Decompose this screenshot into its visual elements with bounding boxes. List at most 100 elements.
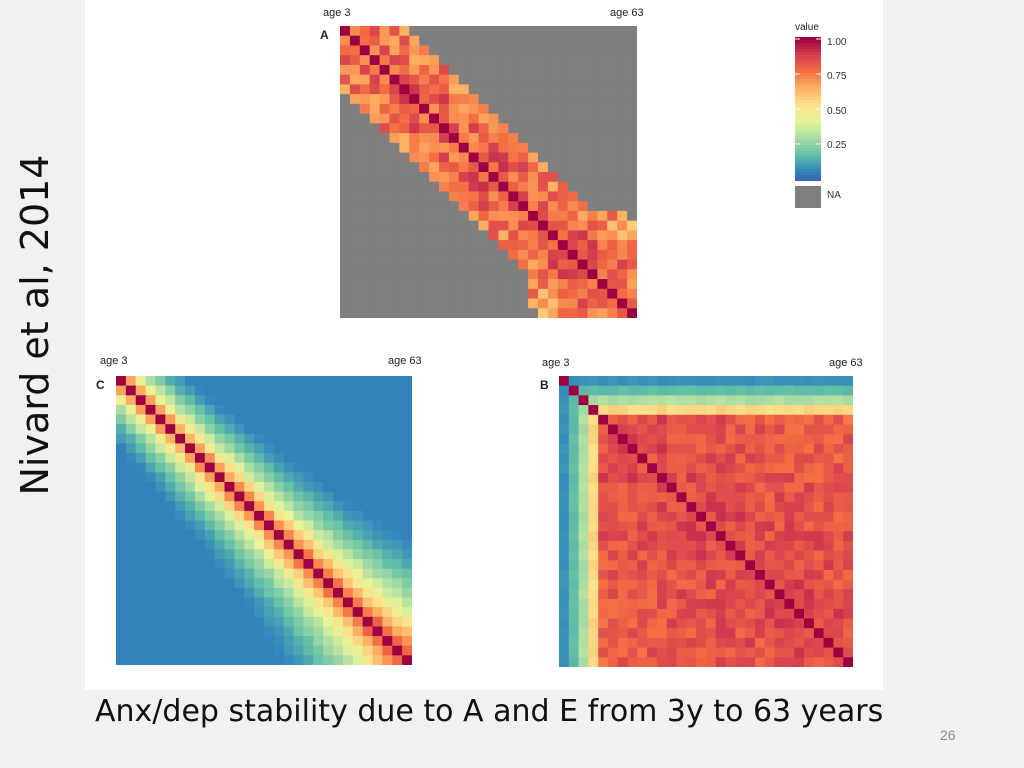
heatmap-cell bbox=[333, 433, 344, 445]
heatmap-cell bbox=[715, 385, 727, 396]
heatmap-cell bbox=[313, 655, 324, 665]
heatmap-cell bbox=[784, 376, 795, 387]
heatmap-cell bbox=[597, 269, 608, 280]
heatmap-cell bbox=[547, 249, 559, 261]
heatmap-cell bbox=[755, 608, 766, 620]
heatmap-cell bbox=[508, 172, 519, 183]
heatmap-cell bbox=[125, 443, 137, 454]
heatmap-cell bbox=[362, 453, 374, 464]
heatmap-cell bbox=[784, 511, 795, 523]
heatmap-cell bbox=[608, 521, 619, 532]
heatmap-cell bbox=[399, 103, 410, 115]
heatmap-cell bbox=[185, 481, 196, 493]
heatmap-cell bbox=[392, 626, 403, 637]
heatmap-cell bbox=[204, 472, 216, 483]
heatmap-cell bbox=[774, 414, 785, 426]
heatmap-cell bbox=[293, 501, 305, 512]
heatmap-cell bbox=[264, 472, 275, 483]
heatmap-cell bbox=[764, 521, 776, 532]
heatmap-cell bbox=[794, 657, 805, 667]
heatmap-cell bbox=[145, 549, 157, 560]
heatmap-cell bbox=[234, 568, 245, 579]
heatmap-cell bbox=[214, 462, 226, 473]
heatmap-cell bbox=[224, 530, 235, 541]
heatmap-cell bbox=[686, 492, 697, 503]
heatmap-cell bbox=[597, 74, 608, 85]
heatmap-cell bbox=[557, 113, 569, 124]
heatmap-cell bbox=[657, 405, 668, 416]
heatmap-cell bbox=[185, 539, 196, 550]
heatmap-cell bbox=[214, 414, 226, 425]
heatmap-cell bbox=[528, 142, 539, 154]
heatmap-cell bbox=[273, 636, 285, 647]
heatmap-cell bbox=[735, 482, 746, 493]
heatmap-cell bbox=[518, 74, 529, 85]
heatmap-cell bbox=[587, 133, 598, 144]
heatmap-cell bbox=[264, 655, 275, 665]
heatmap-cell bbox=[833, 434, 844, 445]
heatmap-cell bbox=[547, 123, 559, 134]
heatmap-cell bbox=[706, 463, 717, 474]
heatmap-cell bbox=[843, 434, 853, 445]
heatmap-cell bbox=[254, 376, 265, 387]
heatmap-cell bbox=[588, 376, 599, 387]
heatmap-cell bbox=[598, 560, 609, 571]
heatmap-cell bbox=[657, 599, 668, 610]
heatmap-cell bbox=[313, 616, 324, 628]
heatmap-cell bbox=[244, 520, 255, 531]
heatmap-cell bbox=[155, 559, 166, 570]
heatmap-cell bbox=[538, 64, 549, 76]
heatmap-cell bbox=[382, 578, 393, 589]
heatmap-cell bbox=[588, 560, 599, 571]
heatmap-cell bbox=[333, 607, 344, 618]
heatmap-cell bbox=[165, 626, 176, 637]
heatmap-cell bbox=[342, 510, 354, 522]
heatmap-cell bbox=[135, 510, 147, 522]
heatmap-cell bbox=[587, 220, 598, 231]
heatmap-cell bbox=[116, 607, 127, 618]
heatmap-cell bbox=[764, 550, 776, 561]
heatmap-cell bbox=[833, 589, 844, 600]
heatmap-cell bbox=[349, 26, 361, 37]
heatmap-cell bbox=[478, 259, 490, 270]
heatmap-cell bbox=[303, 481, 314, 493]
heatmap-cell bbox=[657, 443, 668, 455]
heatmap-cell bbox=[382, 626, 393, 637]
heatmap-cell bbox=[234, 376, 245, 387]
heatmap-cell bbox=[135, 453, 147, 464]
heatmap-cell bbox=[283, 636, 295, 647]
heatmap-cell bbox=[488, 84, 499, 95]
heatmap-cell bbox=[498, 162, 509, 173]
heatmap-cell bbox=[362, 616, 374, 628]
heatmap-cell bbox=[676, 385, 687, 396]
heatmap-cell bbox=[725, 608, 736, 620]
heatmap-cell bbox=[293, 607, 305, 618]
heatmap-cell bbox=[784, 424, 795, 435]
heatmap-cell bbox=[587, 230, 598, 241]
heatmap-cell bbox=[340, 181, 351, 193]
heatmap-cell bbox=[448, 181, 460, 193]
heatmap-cell bbox=[557, 230, 569, 241]
heatmap-cell bbox=[340, 162, 351, 173]
heatmap-cell bbox=[715, 376, 727, 387]
heatmap-cell bbox=[429, 288, 440, 300]
heatmap-cell bbox=[283, 539, 295, 550]
heatmap-cell bbox=[342, 453, 354, 464]
heatmap-cell bbox=[439, 298, 450, 309]
heatmap-cell bbox=[608, 637, 619, 649]
heatmap-cell bbox=[647, 657, 658, 667]
heatmap-cell bbox=[755, 443, 766, 455]
heatmap-cell bbox=[409, 55, 420, 66]
heatmap-cell bbox=[715, 637, 727, 649]
heatmap-cell bbox=[224, 404, 235, 416]
heatmap-cell bbox=[458, 279, 470, 290]
heatmap-cell bbox=[518, 259, 529, 270]
heatmap-cell bbox=[627, 647, 638, 658]
heatmap-cell bbox=[165, 530, 176, 541]
heatmap-cell bbox=[468, 162, 480, 173]
heatmap-cell bbox=[359, 288, 371, 300]
heatmap-cell bbox=[379, 249, 391, 261]
heatmap-cell bbox=[559, 608, 570, 620]
heatmap-cell bbox=[448, 230, 460, 241]
heatmap-cell bbox=[419, 103, 430, 115]
